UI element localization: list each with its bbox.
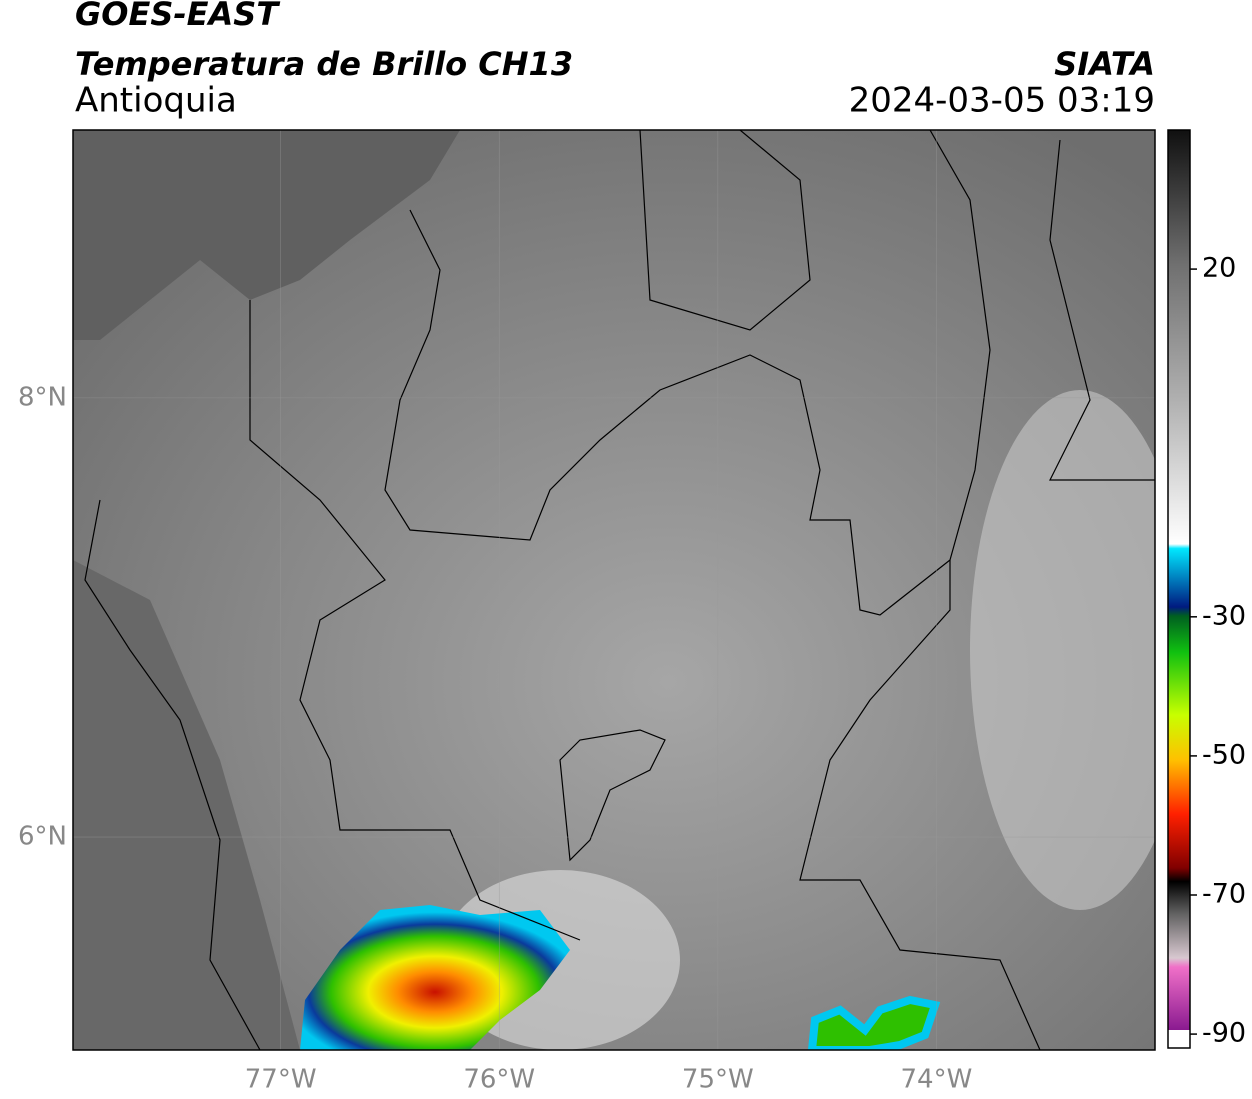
convective-cloud: [807, 995, 941, 1050]
graticule: [73, 130, 1155, 1050]
borders: [84, 130, 1155, 1050]
datetime: 2024-03-05 03:19: [849, 81, 1155, 121]
sea: [73, 130, 460, 340]
y-tick-label: 6°N: [18, 822, 67, 852]
cloud: [970, 390, 1155, 910]
colorbar-tick-label: -70: [1202, 879, 1246, 910]
colorbar-tick-label: -30: [1202, 600, 1246, 631]
region: Antioquia: [75, 81, 237, 121]
x-tick-label: 75°W: [682, 1065, 754, 1095]
x-tick-label: 76°W: [463, 1065, 535, 1095]
colorbar: 20 -30 -50 -70 -90: [1167, 129, 1246, 1049]
map-frame: [72, 129, 1156, 1051]
convective-cloud: [300, 905, 570, 1050]
header: GOES-EAST Temperatura de Brillo CH13 Ant…: [75, 0, 1155, 121]
y-tick-label: 8°N: [18, 382, 67, 412]
colorbar-ramp: [1168, 130, 1190, 1030]
colorbar-tick-label: -90: [1202, 1018, 1246, 1049]
colorbar-tick-label: -50: [1202, 739, 1246, 770]
satellite-image: [73, 130, 1155, 1050]
product: Temperatura de Brillo CH13: [75, 45, 573, 83]
x-tick-label: 74°W: [901, 1065, 973, 1095]
ocean: [73, 560, 300, 1050]
satellite: GOES-EAST: [75, 0, 280, 33]
source: SIATA: [1054, 45, 1155, 83]
colorbar-under: [1168, 1030, 1190, 1048]
x-tick-label: 77°W: [245, 1065, 317, 1095]
colorbar-tick-label: 20: [1202, 253, 1236, 284]
colorbar-frame: [1167, 129, 1191, 1049]
